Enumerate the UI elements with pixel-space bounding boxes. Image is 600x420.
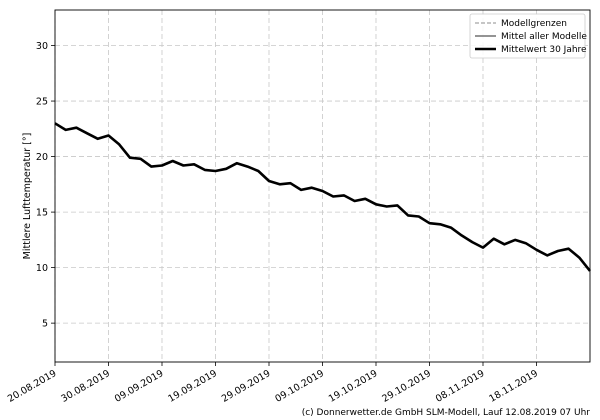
x-tick-label: 18.11.2019 <box>487 368 540 405</box>
credit-text: (c) Donnerwetter.de GmbH SLM-Modell, Lau… <box>302 408 591 418</box>
y-tick-label: 10 <box>36 263 48 274</box>
legend-mean-label: Mittel aller Modelle <box>501 32 587 42</box>
x-tick-label: 29.10.2019 <box>380 368 433 405</box>
y-axis-ticks: 5 10 15 20 25 30 <box>36 41 55 330</box>
legend-climate-label: Mittelwert 30 Jahre <box>501 45 587 55</box>
legend-bounds-label: Modellgrenzen <box>501 19 567 29</box>
x-tick-label: 29.09.2019 <box>220 368 273 405</box>
x-tick-label: 30.08.2019 <box>59 368 112 405</box>
x-tick-label: 08.11.2019 <box>434 368 487 405</box>
y-tick-label: 5 <box>42 319 48 330</box>
grid <box>54 10 590 362</box>
y-tick-label: 25 <box>36 97 48 108</box>
x-tick-label: 09.09.2019 <box>113 368 166 405</box>
x-tick-label: 09.10.2019 <box>273 368 326 405</box>
y-axis-label: Mittlere Lufttemperatur [°] <box>22 133 33 260</box>
x-tick-label: 20.08.2019 <box>6 368 59 405</box>
x-axis-ticks: 20.08.2019 30.08.2019 09.09.2019 19.09.2019… <box>6 362 540 405</box>
series-line-climate <box>54 122 592 272</box>
legend: Modellgrenzen Mittel aller Modelle Mitte… <box>469 13 587 59</box>
y-tick-label: 30 <box>36 41 48 52</box>
x-tick-label: 19.10.2019 <box>327 368 380 405</box>
legend-box <box>469 13 586 59</box>
series-lines <box>54 122 592 272</box>
y-tick-label: 15 <box>36 208 48 219</box>
y-tick-label: 20 <box>36 152 48 163</box>
x-tick-label: 19.09.2019 <box>166 368 219 405</box>
